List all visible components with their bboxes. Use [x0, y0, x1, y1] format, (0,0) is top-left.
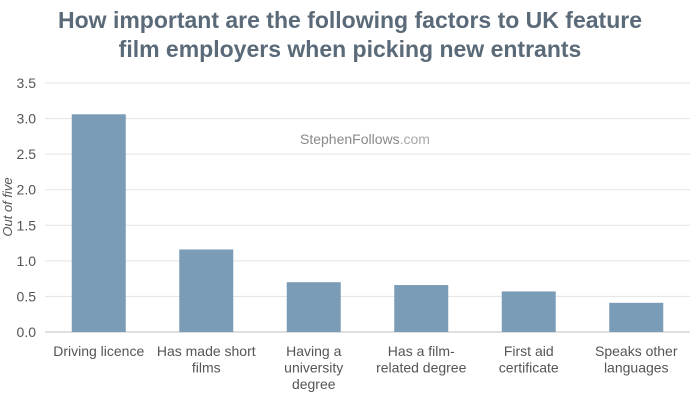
x-tick-label-line: certificate: [499, 360, 559, 376]
y-tick-label: 2.5: [17, 146, 37, 162]
x-tick-label-line: Having a: [286, 343, 341, 359]
y-tick-label: 3.0: [17, 111, 37, 127]
bar: [501, 291, 556, 332]
y-tick-label: 2.0: [17, 182, 37, 198]
x-tick-label: Has made short films: [157, 343, 256, 376]
x-tick-label-line: Speaks other: [595, 343, 678, 359]
x-tick-label: Speaks other languages: [595, 343, 678, 376]
x-tick-label-line: university: [284, 360, 343, 376]
x-tick-label: First aid certificate: [499, 343, 559, 376]
bar: [71, 114, 126, 332]
x-tick-label: Driving licence: [53, 343, 144, 359]
x-tick-label-line: films: [192, 360, 221, 376]
y-tick-label: 3.5: [17, 75, 37, 91]
bar: [609, 302, 664, 332]
chart-title-line-1: How important are the following factors …: [58, 7, 642, 33]
chart-title-line-2: film employers when picking new entrants: [118, 36, 582, 62]
y-tick-label: 1.0: [17, 253, 37, 269]
x-tick-label-line: related degree: [376, 360, 467, 376]
watermark-name: StephenFollows: [300, 131, 400, 147]
watermark-domain: .com: [399, 131, 430, 147]
bar: [179, 249, 234, 332]
x-tick-label-line: Driving licence: [53, 343, 144, 359]
x-tick-label: Has a film-related degree: [376, 343, 467, 376]
x-tick-label-line: Has a film-: [388, 343, 455, 359]
x-tick-label-line: Has made short: [157, 343, 256, 359]
bar: [394, 285, 449, 332]
bar: [286, 282, 341, 332]
x-tick-label: Having a university degree: [284, 343, 343, 392]
x-tick-label-line: degree: [292, 376, 336, 392]
x-tick-label-line: First aid: [504, 343, 554, 359]
y-tick-label: 0.5: [17, 288, 37, 304]
chart-title: How important are the following factors …: [0, 6, 700, 64]
y-axis-title: Out of five: [0, 177, 15, 236]
y-tick-label: 1.5: [17, 217, 37, 233]
x-tick-label-line: languages: [604, 360, 669, 376]
y-tick-label: 0.0: [17, 324, 37, 340]
watermark: StephenFollows.com: [300, 131, 430, 147]
